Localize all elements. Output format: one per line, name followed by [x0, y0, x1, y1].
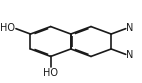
Text: N: N: [126, 23, 133, 33]
Text: HO: HO: [0, 23, 15, 33]
Text: N: N: [126, 50, 133, 60]
Text: HO: HO: [43, 68, 58, 78]
